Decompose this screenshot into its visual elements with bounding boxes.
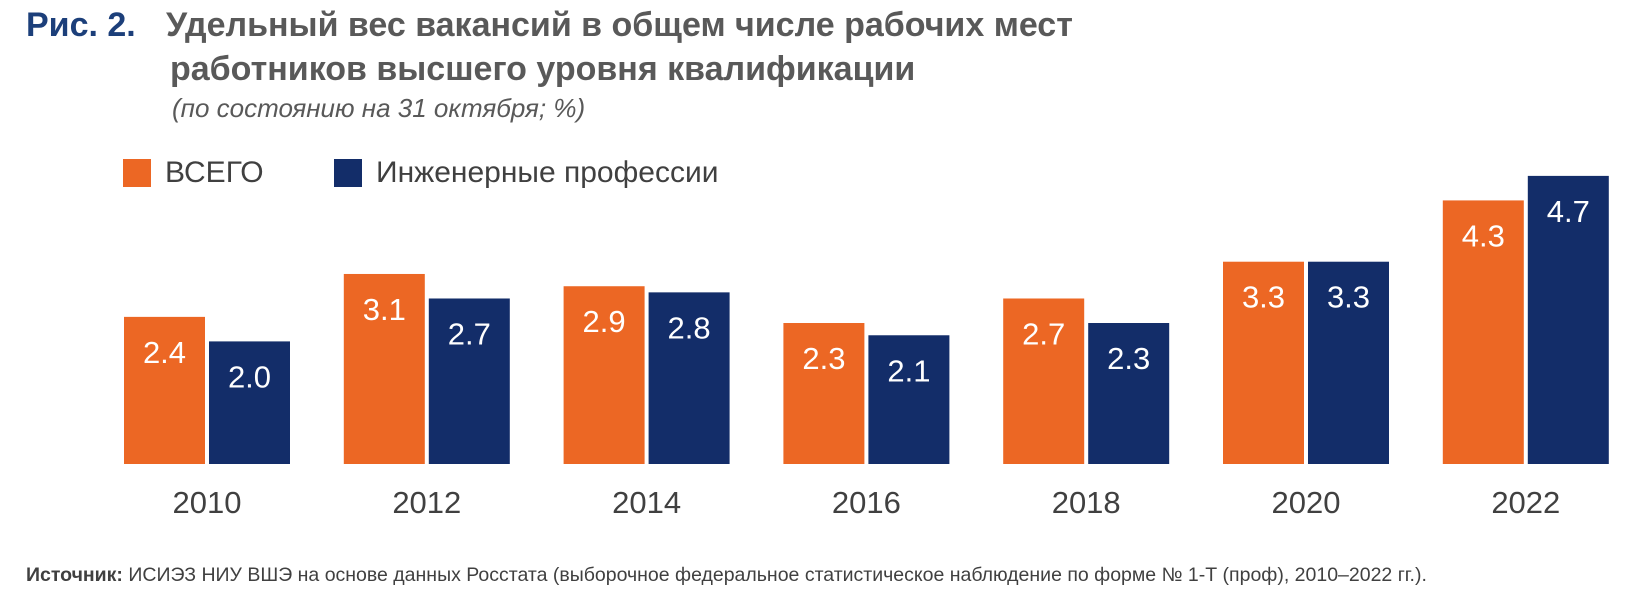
bar-total-2014: [563, 286, 645, 464]
data-label-engineering-2020: 3.3: [1327, 280, 1370, 315]
source-note: Источник: ИСИЭЗ НИУ ВШЭ на основе данных…: [26, 564, 1427, 587]
x-tick-label-2022: 2022: [1491, 485, 1560, 520]
x-tick-label-2020: 2020: [1272, 485, 1341, 520]
bar-engineering-2016: [868, 335, 950, 464]
legend-item-engineering: Инженерные профессии: [334, 156, 718, 190]
legend-swatch-total: [123, 159, 151, 187]
x-tick-label-2012: 2012: [392, 485, 461, 520]
legend-swatch-engineering: [334, 159, 362, 187]
bar-total-2018: [1003, 298, 1085, 464]
bar-engineering-2010: [209, 341, 290, 464]
bar-engineering-2020: [1308, 261, 1389, 464]
figure-label: Рис. 2.: [26, 6, 136, 44]
bar-total-2022: [1442, 200, 1524, 464]
chart-title-line-1: Удельный вес вакансий в общем числе рабо…: [166, 6, 1073, 44]
bar-total-2012: [343, 273, 425, 464]
legend-label-engineering: Инженерные профессии: [376, 156, 719, 189]
bar-total-2010: [124, 316, 205, 464]
bar-chart: 2.4 2.0 2010 3.1 2.7 2012 2.9 2.8 2014 2.3 2.1 2016…: [124, 175, 1609, 520]
data-label-total-2022: 4.3: [1462, 218, 1505, 253]
data-label-total-2016: 2.3: [802, 341, 845, 376]
data-label-total-2018: 2.7: [1022, 316, 1065, 351]
data-label-engineering-2022: 4.7: [1547, 194, 1590, 229]
source-text: ИСИЭЗ НИУ ВШЭ на основе данных Росстата …: [122, 564, 1427, 586]
bar-engineering-2014: [648, 292, 730, 464]
data-label-total-2014: 2.9: [583, 304, 626, 339]
bar-engineering-2022: [1527, 175, 1609, 464]
data-label-total-2010: 2.4: [143, 335, 186, 370]
bar-engineering-2018: [1088, 323, 1170, 464]
chart-title-line-2: работников высшего уровня квалификации: [170, 50, 916, 88]
data-label-engineering-2018: 2.3: [1107, 341, 1150, 376]
data-label-engineering-2014: 2.8: [668, 310, 711, 345]
data-label-engineering-2016: 2.1: [887, 353, 930, 388]
source-label: Источник:: [26, 564, 123, 586]
data-label-engineering-2010: 2.0: [228, 359, 271, 394]
bar-total-2016: [783, 323, 865, 464]
x-tick-label-2014: 2014: [612, 485, 681, 520]
bar-total-2020: [1223, 261, 1304, 464]
legend-item-total: ВСЕГО: [123, 156, 264, 190]
bar-engineering-2012: [428, 298, 510, 464]
data-label-total-2012: 3.1: [363, 292, 406, 327]
x-tick-label-2018: 2018: [1052, 485, 1121, 520]
data-label-engineering-2012: 2.7: [448, 316, 491, 351]
data-label-total-2020: 3.3: [1242, 280, 1285, 315]
chart-subtitle: (по состоянию на 31 октября; %): [172, 93, 586, 123]
legend-label-total: ВСЕГО: [165, 156, 264, 189]
x-tick-label-2016: 2016: [832, 485, 901, 520]
x-tick-label-2010: 2010: [173, 485, 242, 520]
